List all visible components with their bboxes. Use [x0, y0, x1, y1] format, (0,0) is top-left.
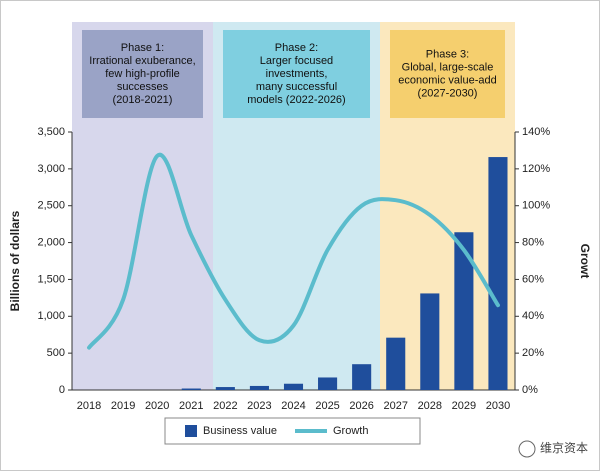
y2-tick-label: 20%: [522, 347, 544, 359]
phase-text: Phase 2:: [275, 42, 318, 54]
watermark-icon: [518, 440, 536, 458]
y-tick-label: 3,500: [37, 126, 65, 138]
phase-header: [223, 30, 370, 118]
phase-text: successes: [117, 81, 169, 93]
x-tick-label: 2020: [145, 400, 169, 412]
x-tick-label: 2018: [77, 400, 101, 412]
x-tick-label: 2026: [349, 400, 373, 412]
growth-line: [87, 152, 500, 350]
phase-text: investments,: [266, 68, 328, 80]
y2-axis-title: Growt: [578, 244, 592, 279]
bar: [454, 232, 474, 390]
y2-tick-label: 80%: [522, 236, 544, 248]
x-tick-label: 2027: [383, 400, 407, 412]
phase-text: Phase 1:: [121, 42, 164, 54]
x-tick-label: 2021: [179, 400, 203, 412]
y-tick-label: 500: [47, 347, 65, 359]
bar: [181, 388, 201, 390]
legend-box: [164, 417, 421, 445]
y2-tick-label: 100%: [522, 200, 550, 212]
legend-label: Growth: [333, 425, 368, 437]
phase-text: Global, large-scale: [402, 61, 494, 73]
bar: [249, 385, 269, 390]
x-tick-label: 2022: [213, 400, 237, 412]
phase-text: Irrational exuberance,: [89, 55, 195, 67]
phase-header: [82, 30, 203, 118]
x-tick-label: 2030: [486, 400, 510, 412]
bar: [488, 157, 508, 390]
y-tick-label: 2,000: [37, 236, 65, 248]
phase-text: few high-profile: [105, 68, 180, 80]
bar: [386, 337, 406, 390]
x-tick-label: 2024: [281, 400, 305, 412]
y-tick-label: 1,500: [37, 273, 65, 285]
y2-tick-label: 0%: [522, 384, 538, 396]
x-tick-label: 2028: [418, 400, 442, 412]
y-tick-label: 3,000: [37, 163, 65, 175]
x-tick-label: 2025: [315, 400, 339, 412]
y2-tick-label: 120%: [522, 163, 550, 175]
phase-text: economic value-add: [398, 74, 496, 86]
y-axis-title: Billions of dollars: [8, 210, 22, 311]
phase-header: [390, 30, 505, 118]
phase-text: Phase 3:: [426, 48, 469, 60]
legend-swatch: [185, 425, 197, 437]
bar: [215, 387, 235, 390]
x-tick-label: 2019: [111, 400, 135, 412]
bar: [420, 293, 440, 390]
y-tick-label: 2,500: [37, 200, 65, 212]
phase-text: models (2022-2026): [247, 94, 345, 106]
x-tick-label: 2023: [247, 400, 271, 412]
y2-tick-label: 140%: [522, 126, 550, 138]
phase-text: many successful: [256, 81, 337, 93]
y2-tick-label: 40%: [522, 310, 544, 322]
bar: [318, 377, 338, 390]
y2-tick-label: 60%: [522, 273, 544, 285]
bar: [283, 383, 304, 390]
phase-text: (2027-2030): [418, 87, 478, 99]
phase-text: (2018-2021): [113, 94, 173, 106]
watermark: 维京资本: [540, 441, 588, 455]
y-tick-label: 0: [59, 384, 65, 396]
x-tick-label: 2029: [452, 400, 476, 412]
phase-text: Larger focused: [260, 55, 333, 67]
y-tick-label: 1,000: [37, 310, 65, 322]
legend-label: Business value: [203, 425, 277, 437]
bar: [352, 364, 372, 390]
